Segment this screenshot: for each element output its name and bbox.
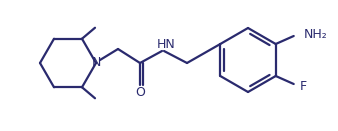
Text: NH₂: NH₂ — [304, 28, 328, 40]
Text: HN: HN — [156, 39, 175, 51]
Text: N: N — [91, 56, 101, 70]
Text: F: F — [300, 80, 307, 92]
Text: O: O — [135, 86, 145, 99]
